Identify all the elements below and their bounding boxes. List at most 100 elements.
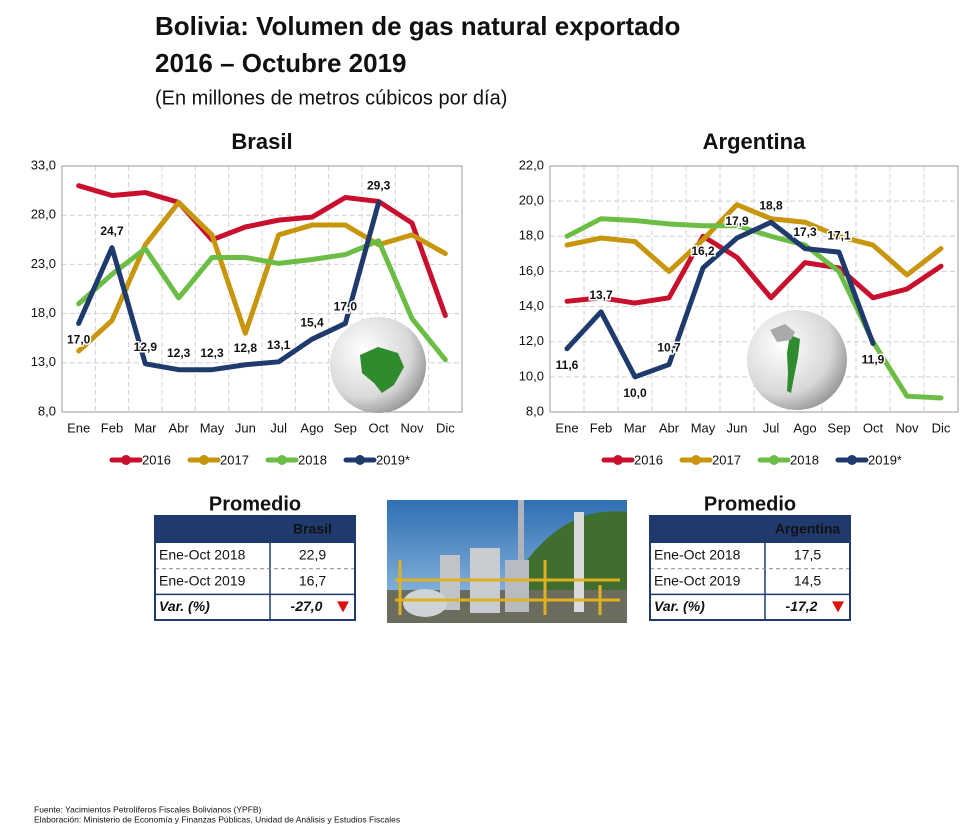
series-line: [564, 233, 944, 306]
x-tick-label: Oct: [863, 420, 884, 435]
x-tick-label: Jul: [763, 420, 780, 435]
table-header: [650, 516, 850, 543]
data-label: 10,7: [657, 341, 681, 355]
data-label: 10,0: [623, 386, 647, 400]
legend-label: 2019*: [868, 452, 902, 467]
plot-frame: [61, 165, 463, 413]
x-tick-label: Mar: [134, 420, 157, 435]
photo: [387, 500, 627, 623]
footnote: Fuente: Yacimientos Petrolíferos Fiscale…: [34, 804, 262, 814]
table-cell: Ene-Oct 2018: [159, 547, 246, 563]
x-tick-label: Mar: [624, 420, 647, 435]
x-tick-label: May: [691, 420, 716, 435]
y-tick-label: 28,0: [31, 207, 56, 222]
y-tick-label: 18,0: [519, 228, 544, 243]
legend-label: 2017: [220, 452, 249, 467]
table-title: Promedio: [704, 493, 796, 515]
data-label: 17,1: [827, 228, 851, 242]
footnote: Elaboración: Ministerio de Economía y Fi…: [34, 814, 400, 824]
data-label: 13,1: [267, 338, 291, 352]
down-arrow: [832, 601, 844, 613]
series-line: [76, 199, 448, 354]
legend-swatch-dot: [277, 455, 287, 465]
table-header-cell: Brasil: [293, 521, 332, 537]
chart-title: Brasil: [231, 129, 292, 154]
legend-swatch-dot: [847, 455, 857, 465]
data-label: 13,7: [589, 288, 613, 302]
x-tick-label: Jun: [727, 420, 748, 435]
table-cell: Ene-Oct 2019: [654, 572, 741, 588]
x-tick-label: Ene: [555, 420, 578, 435]
y-tick-label: 18,0: [31, 305, 56, 320]
data-label: 16,2: [691, 244, 715, 258]
data-label: 17,0: [67, 333, 91, 347]
legend-label: 2018: [790, 452, 819, 467]
legend-swatch-dot: [613, 455, 623, 465]
legend-swatch-dot: [121, 455, 131, 465]
series-line: [564, 202, 944, 278]
data-label: 29,3: [367, 179, 391, 193]
data-label: 17,9: [725, 214, 749, 228]
y-tick-label: 12,0: [519, 333, 544, 348]
table-header: [155, 516, 355, 543]
legend-label: 2018: [298, 452, 327, 467]
y-tick-label: 16,0: [519, 263, 544, 278]
x-tick-label: Abr: [169, 420, 190, 435]
legend-label: 2019*: [376, 452, 410, 467]
table-cell: 14,5: [794, 572, 821, 588]
table-frame: [649, 515, 851, 621]
series-line: [76, 199, 382, 373]
table-cell: 22,9: [299, 547, 326, 563]
x-tick-label: Nov: [895, 420, 919, 435]
data-label: 15,4: [300, 315, 324, 329]
title: 2016 – Octubre 2019: [155, 48, 407, 78]
data-label: 24,7: [100, 224, 124, 238]
y-tick-label: 13,0: [31, 354, 56, 369]
table-frame: [154, 515, 356, 621]
chart-title: Argentina: [703, 129, 806, 154]
x-tick-label: Sep: [334, 420, 357, 435]
y-tick-label: 22,0: [519, 157, 544, 172]
x-tick-label: May: [200, 420, 225, 435]
data-label: 11,6: [556, 358, 579, 372]
x-tick-label: Sep: [827, 420, 850, 435]
legend-swatch-dot: [355, 455, 365, 465]
x-tick-label: Feb: [101, 420, 123, 435]
data-label: 12,3: [200, 346, 224, 360]
data-label: 17,3: [793, 225, 817, 239]
y-tick-label: 8,0: [38, 403, 56, 418]
x-tick-label: Abr: [659, 420, 680, 435]
x-tick-label: Dic: [932, 420, 951, 435]
x-tick-label: Oct: [369, 420, 390, 435]
legend-swatch-dot: [769, 455, 779, 465]
table-header-cell: Argentina: [775, 521, 841, 537]
x-tick-label: Ago: [793, 420, 816, 435]
table-cell: 16,7: [299, 572, 326, 588]
globe-icon: [747, 310, 847, 410]
table-cell: 17,5: [794, 547, 821, 563]
down-arrow: [337, 601, 349, 613]
table-cell: Var. (%): [654, 598, 705, 614]
series-line: [76, 183, 448, 319]
legend-label: 2016: [634, 452, 663, 467]
x-tick-label: Jun: [235, 420, 256, 435]
y-tick-label: 14,0: [519, 298, 544, 313]
table-cell: -17,2: [786, 598, 818, 614]
legend-swatch-dot: [199, 455, 209, 465]
series-line: [76, 238, 448, 363]
x-tick-label: Jul: [270, 420, 287, 435]
data-label: 12,8: [234, 341, 258, 355]
table-cell: Ene-Oct 2018: [654, 547, 741, 563]
y-tick-label: 33,0: [31, 157, 56, 172]
series-line: [564, 219, 876, 380]
x-tick-label: Dic: [436, 420, 455, 435]
title: Bolivia: Volumen de gas natural exportad…: [155, 11, 680, 41]
data-label: 12,9: [134, 340, 158, 354]
data-label: 18,8: [759, 198, 783, 212]
subtitle: (En millones de metros cúbicos por día): [155, 87, 507, 109]
table-title: Promedio: [209, 493, 301, 515]
data-label: 12,3: [167, 346, 191, 360]
y-tick-label: 8,0: [526, 403, 544, 418]
legend-label: 2016: [142, 452, 171, 467]
